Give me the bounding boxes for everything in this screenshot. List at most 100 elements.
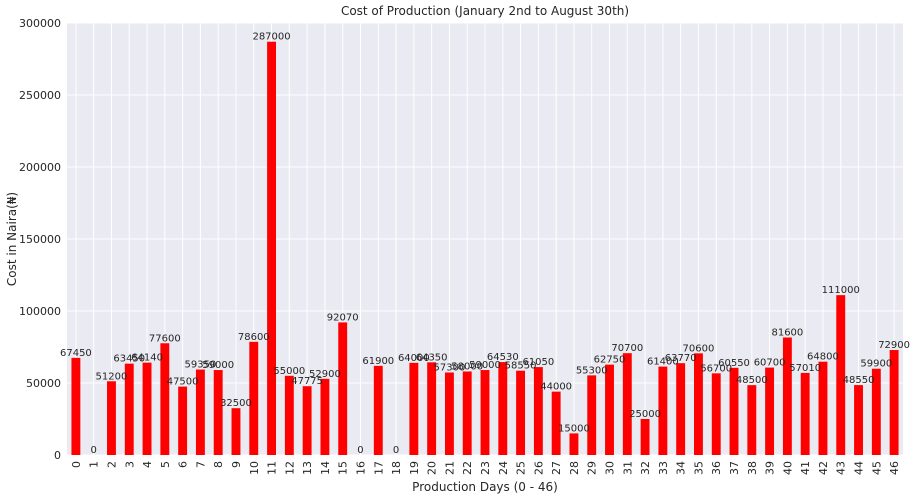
x-tick-label: 6 [177,461,190,468]
data-label: 59000 [469,360,501,371]
data-label: 60550 [718,358,750,369]
x-tick-label: 37 [728,461,741,475]
x-tick-label: 22 [461,461,474,475]
data-label: 57010 [789,363,821,374]
y-axis-ticks: 0 50000 100000 150000 200000 250000 300000 [19,17,61,462]
x-tick-label: 32 [639,461,652,475]
bar [124,363,134,455]
data-label: 58000 [451,361,483,372]
bar [338,322,348,455]
data-label: 59900 [860,359,892,370]
x-tick-label: 15 [337,461,350,475]
data-label: 32500 [220,398,252,409]
data-label: 47775 [291,376,323,387]
bar [818,361,828,455]
bar [640,419,650,455]
x-tick-label: 40 [781,461,794,475]
x-axis-ticks: 0 1 2 3 4 5 6 7 8 9 10 11 12 13 14 15 16 17 18 19 20 21 22 23 24… [70,461,901,475]
data-label: 63450 [113,354,145,365]
x-tick-label: 16 [354,461,367,475]
bar [800,372,810,455]
bar [516,370,526,455]
x-tick-label: 45 [870,461,883,475]
y-tick-label: 100000 [19,305,61,318]
x-tick-label: 5 [159,461,172,468]
bar [195,369,205,455]
x-tick-label: 36 [710,461,723,475]
bar [622,353,632,455]
x-tick-label: 25 [515,461,528,475]
data-label: 52900 [309,369,341,380]
x-tick-label: 4 [141,461,154,468]
x-axis-title: Production Days (0 - 46) [412,480,558,494]
x-tick-label: 3 [123,461,136,468]
data-label: 61900 [362,356,394,367]
bar [711,373,721,455]
data-label: 44000 [540,382,572,393]
x-tick-label: 11 [266,461,279,475]
data-label: 67450 [60,348,92,359]
bar [302,386,312,455]
bar [249,341,259,455]
bar [480,370,490,455]
x-tick-label: 38 [746,461,759,475]
data-label: 55300 [576,365,608,376]
x-tick-label: 12 [283,461,296,475]
x-tick-label: 18 [390,461,403,475]
bar [142,362,152,455]
bar [782,337,792,455]
y-tick-label: 50000 [26,377,61,390]
x-tick-label: 21 [443,461,456,475]
data-label: 64350 [416,352,448,363]
data-label: 47500 [167,377,199,388]
bar [587,375,597,455]
x-tick-label: 17 [372,461,385,475]
data-label: 70600 [683,343,715,354]
data-label: 72900 [878,340,910,351]
bar [551,391,561,455]
data-label: 59000 [202,360,234,371]
data-label: 58550 [505,361,537,372]
x-tick-label: 44 [853,461,866,475]
data-label: 51200 [96,371,128,382]
bar [444,372,454,455]
x-tick-label: 27 [550,461,563,475]
data-label: 55000 [273,366,305,377]
bar [871,368,881,455]
data-label: 0 [357,445,363,456]
data-labels: 6745005120063450641407760047500593505900… [60,32,910,456]
bar [213,370,223,455]
bar [729,367,739,455]
bar [889,350,899,455]
data-label: 48550 [843,375,875,386]
bar [747,385,757,455]
bar [676,363,686,455]
bar [462,371,472,455]
bar [427,362,437,455]
bar [605,364,614,455]
x-tick-label: 33 [657,461,670,475]
data-label: 0 [393,445,399,456]
x-tick-label: 24 [497,461,510,475]
x-tick-label: 35 [692,461,705,475]
data-label: 15000 [558,423,590,434]
bar [409,362,419,455]
data-label: 61050 [522,357,554,368]
data-label: 56700 [700,363,732,374]
data-label: 92070 [327,312,359,323]
y-tick-label: 250000 [19,89,61,102]
data-label: 81600 [771,327,803,338]
bar [569,433,579,455]
data-label: 64530 [487,352,519,363]
x-tick-label: 19 [408,461,421,475]
x-tick-label: 13 [301,461,314,475]
x-tick-label: 28 [568,461,581,475]
x-tick-label: 14 [319,461,332,475]
bar [160,343,170,455]
bar [836,295,846,455]
bar [694,353,703,455]
y-axis-title: Cost in Naira(₦) [5,192,19,286]
data-label: 60700 [754,358,786,369]
x-tick-label: 29 [586,461,599,475]
